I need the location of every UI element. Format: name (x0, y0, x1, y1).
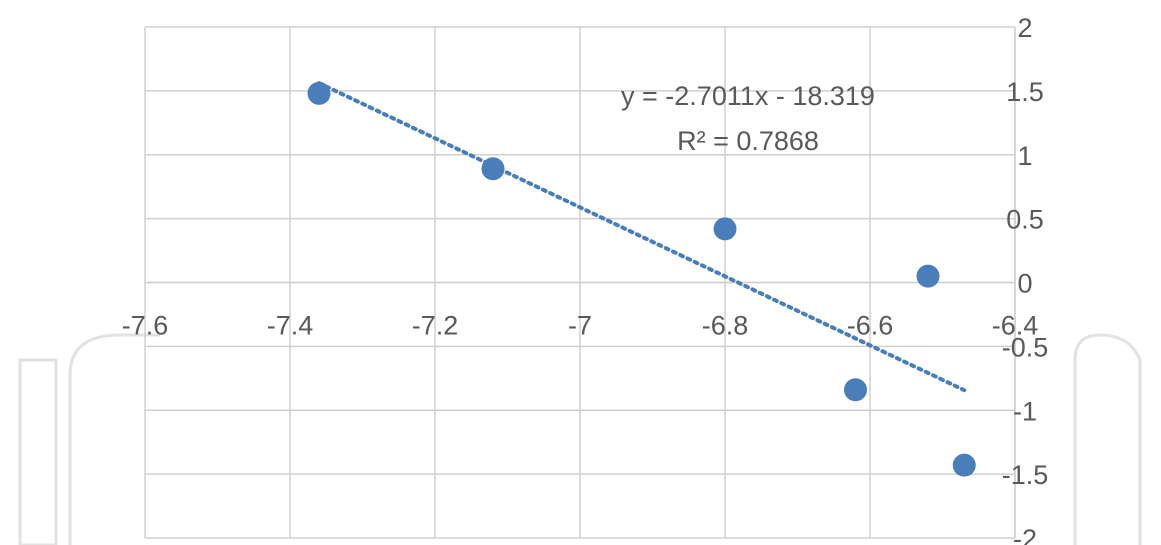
y-tick-label: 2 (1017, 13, 1032, 43)
data-point (481, 157, 505, 181)
data-points (307, 81, 976, 477)
y-tick-label: -1 (1013, 396, 1037, 426)
data-point (952, 453, 976, 477)
x-tick-label: -7.4 (267, 311, 314, 341)
x-tick-label: -7.2 (412, 311, 459, 341)
x-tick-label: -7 (568, 311, 592, 341)
y-tick-label: 0 (1017, 269, 1032, 299)
trendline (317, 81, 967, 393)
data-point (916, 264, 940, 288)
data-point (713, 217, 737, 241)
axes (145, 27, 1016, 538)
data-point (844, 378, 867, 402)
trendline-annotation: y = -2.7011x - 18.319 R² = 0.7868 (621, 81, 875, 156)
trendline-r-squared: R² = 0.7868 (677, 126, 819, 156)
x-tick-label: -7.6 (122, 311, 169, 341)
y-tick-label: 1.5 (1006, 77, 1044, 107)
y-tick-label: 1 (1017, 141, 1032, 171)
trendline-equation: y = -2.7011x - 18.319 (621, 81, 875, 111)
x-tick-label: -6.6 (847, 311, 894, 341)
trendline-layer (317, 81, 967, 393)
data-point (307, 81, 331, 105)
y-tick-label: 0.5 (1006, 205, 1044, 235)
y-tick-label: -2 (1013, 524, 1037, 545)
y-tick-label: -0.5 (1002, 332, 1049, 362)
watermark (18, 333, 1142, 545)
tick-labels: -7.6 -7.4 -7.2 -7 -6.8 -6.6 -6.4 -2 -1.5 -1 -0.5 0 0… (122, 13, 1049, 545)
x-tick-label: -6.8 (702, 311, 749, 341)
y-tick-label: -1.5 (1002, 460, 1049, 490)
x-tick-label: -6.4 (992, 311, 1039, 341)
